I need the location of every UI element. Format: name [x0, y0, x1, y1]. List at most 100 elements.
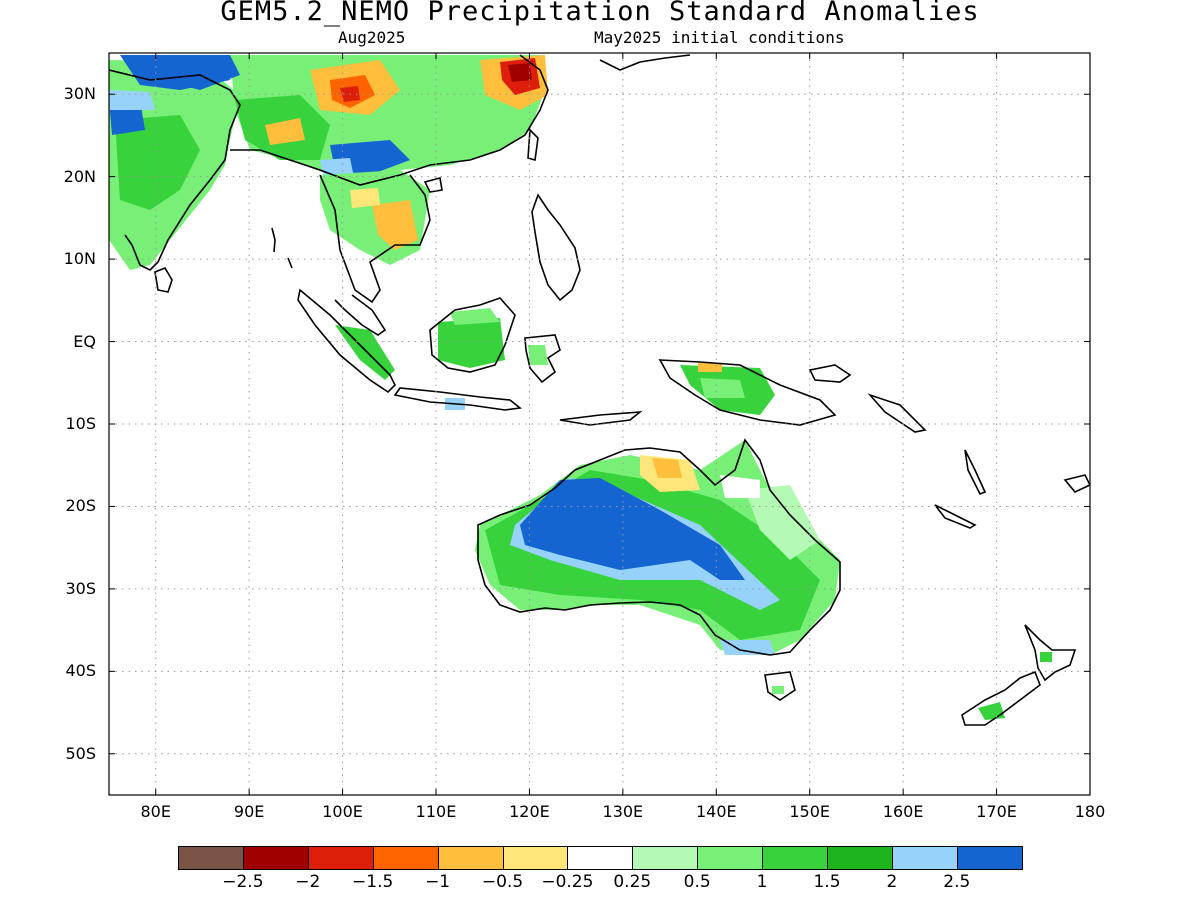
longitude-label: 100E: [322, 802, 363, 821]
latitude-label: 10S: [65, 414, 96, 433]
anomaly-region-indochina-dry: [372, 200, 418, 250]
longitude-label: 150E: [789, 802, 831, 821]
coastline-solomons: [867, 393, 927, 433]
anomaly-fields: [109, 55, 1052, 720]
colorbar-label: 0.5: [683, 872, 711, 892]
anomaly-region-australia-wet: [520, 478, 745, 580]
coastline-bismarck: [808, 364, 852, 383]
colorbar-swatch: [956, 846, 1023, 870]
anomaly-region-new-zealand: [978, 702, 1005, 720]
colorbar-label: 0.25: [613, 872, 652, 892]
coastline-new-caledonia: [934, 504, 977, 529]
anomaly-region-sumatra: [335, 325, 395, 380]
forecast-month: Aug2025: [338, 28, 406, 47]
colorbar-swatch: [437, 846, 504, 870]
latitude-label: EQ: [73, 331, 96, 351]
coastline-philippines: [531, 193, 581, 302]
colorbar-swatch: [372, 846, 439, 870]
coastline-timor: [559, 411, 643, 426]
colorbar-label: −1: [425, 872, 451, 892]
coastlines: [109, 54, 1090, 726]
coastline-new-zealand-north: [1024, 624, 1077, 682]
colorbar-swatch: [762, 846, 829, 870]
anomaly-region-australia-north-dry-core: [652, 458, 682, 478]
map-grid: [109, 53, 1090, 795]
coastline-taiwan: [527, 128, 539, 162]
coastline-new-guinea: [658, 359, 837, 426]
coastline-new-zealand-south: [961, 670, 1041, 726]
anomaly-region-new-guinea-dry: [698, 363, 722, 372]
colorbar-swatch: [632, 846, 699, 870]
anomaly-region-tasmania: [772, 686, 784, 694]
colorbar-swatch: [502, 846, 569, 870]
anomaly-region-australia-light-ne: [745, 485, 820, 560]
anomaly-region-east-china-peak: [508, 63, 532, 82]
anomaly-region-south-china-dry: [265, 118, 305, 145]
longitude-label: 160E: [882, 802, 924, 821]
coastline-india: [109, 69, 241, 271]
coastline-java: [393, 387, 522, 411]
coastline-australia: [477, 438, 841, 656]
colorbar-label: −0.5: [481, 872, 524, 892]
coastline-borneo: [429, 297, 516, 373]
anomaly-region-borneo: [438, 318, 505, 368]
anomaly-region-sulawesi: [528, 345, 548, 365]
coastline-korea-japan: [599, 54, 691, 71]
colorbar-label: 1.5: [813, 872, 841, 892]
colorbar: [178, 846, 1023, 870]
latitude-label: 10N: [63, 249, 96, 269]
coastline-hainan: [423, 177, 443, 193]
longitude-label: 170E: [976, 802, 1017, 821]
colorbar-label: −1.5: [352, 872, 394, 892]
coastline-fiji: [1063, 474, 1090, 493]
anomaly-region-india-core: [115, 115, 200, 210]
anomaly-region-new-guinea-light: [700, 378, 745, 398]
colorbar-label: 2.5: [943, 872, 971, 892]
coastline-china: [230, 54, 549, 186]
latitude-label: 30S: [65, 578, 96, 598]
initial-conditions: May2025 initial conditions: [594, 28, 845, 47]
coastline-andaman: [271, 227, 293, 269]
colorbar-label: 1: [756, 872, 768, 892]
longitude-label: 110E: [415, 802, 457, 821]
anomaly-region-india-light: [109, 90, 155, 110]
colorbar-swatch: [242, 846, 309, 870]
coastline-indochina: [319, 174, 431, 304]
chart-title: GEM5.2_NEMO Precipitation Standard Anoma…: [220, 0, 980, 27]
colorbar-label: 2: [886, 872, 898, 892]
anomaly-region-australia-south-wet: [720, 640, 775, 655]
anomaly-region-borneo-light: [450, 308, 500, 325]
longitude-label: 80E: [140, 802, 171, 821]
colorbar-label: −2: [295, 872, 321, 892]
anomaly-region-north-wet: [150, 55, 240, 90]
anomaly-region-indochina-light: [350, 188, 380, 208]
longitude-label: 120E: [509, 802, 550, 821]
colorbar-swatch: [307, 846, 374, 870]
latitude-label: 20N: [63, 166, 96, 186]
latitude-label: 30N: [63, 84, 96, 104]
coastline-malay: [334, 294, 387, 336]
longitude-label: 140E: [695, 802, 737, 821]
colorbar-swatch: [827, 846, 893, 870]
coastline-sulawesi: [524, 334, 561, 384]
coastline-sri-lanka: [154, 267, 173, 293]
latitude-label: 40S: [65, 661, 96, 681]
longitude-label: 180: [1074, 802, 1106, 821]
map-ticks: [109, 53, 1091, 795]
colorbar-swatch: [891, 846, 958, 870]
longitude-label: 90E: [233, 802, 265, 821]
anomaly-region-australia-north-white: [720, 475, 760, 498]
coastline-vanuatu: [964, 449, 987, 496]
latitude-label: 20S: [65, 496, 96, 516]
coastline-sumatra: [297, 288, 396, 394]
coastline-tasmania: [764, 671, 796, 701]
colorbar-swatch: [567, 846, 634, 870]
longitude-label: 130E: [602, 802, 644, 821]
anomaly-region-new-zealand-north: [1040, 652, 1052, 662]
colorbar-label: −0.25: [541, 872, 594, 892]
colorbar-swatch: [178, 846, 244, 870]
colorbar-swatch: [697, 846, 764, 870]
latitude-label: 50S: [65, 743, 96, 763]
colorbar-label: −2.5: [222, 872, 264, 892]
